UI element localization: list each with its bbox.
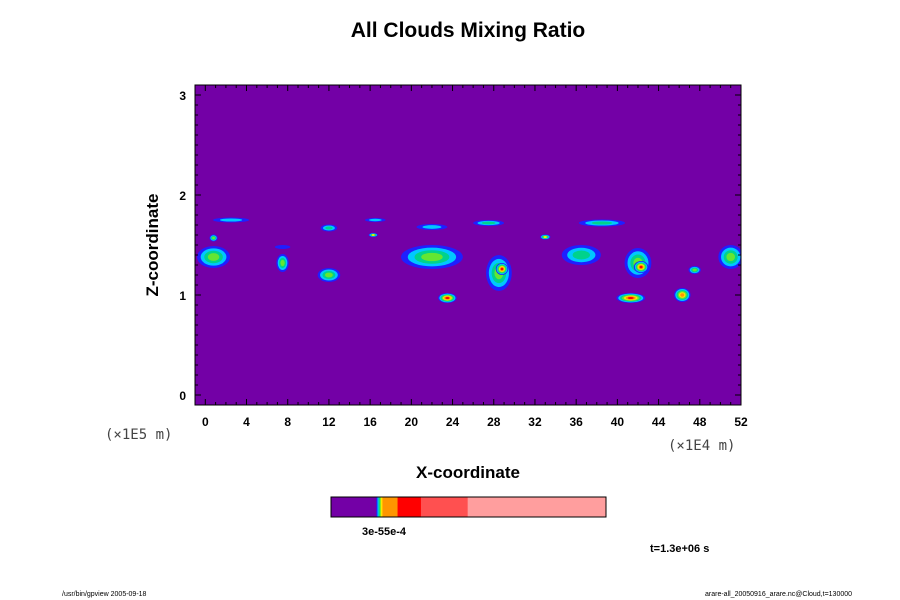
x-tick-label: 0 (202, 415, 209, 429)
y-tick-label: 2 (179, 189, 186, 203)
x-tick-label: 28 (487, 415, 501, 429)
cloud-contour-level-7 (627, 296, 634, 300)
cloud-7 (320, 224, 338, 232)
cloud-contour-level-1 (274, 245, 291, 249)
cloud-contour-level-3 (591, 221, 613, 225)
cloud-15 (473, 220, 505, 226)
cloud-contour-level-7 (500, 267, 504, 271)
cloud-12 (438, 293, 457, 303)
cloud-contour-level-2 (219, 218, 243, 222)
cloud-5 (274, 245, 291, 249)
cloud-contour-level-3 (572, 250, 591, 260)
y-tick-label: 1 (179, 289, 186, 303)
colorbar-label: 3e-55e-4 (362, 526, 407, 538)
cloud-16 (540, 234, 551, 240)
cloud-18 (578, 219, 626, 227)
x-tick-label: 40 (611, 415, 625, 429)
cloud-contour-level-5 (371, 234, 375, 236)
colorbar-segment (379, 497, 382, 517)
cloud-22 (674, 288, 691, 302)
x-tick-label: 36 (569, 415, 583, 429)
x-tick-label: 32 (528, 415, 542, 429)
colorbar-segment (377, 497, 379, 517)
cloud-field (197, 217, 741, 303)
x-tick-label: 48 (693, 415, 707, 429)
cloud-23 (688, 266, 701, 274)
plot-background (195, 85, 741, 405)
y-unit-label: (×1E5 m) (105, 427, 172, 443)
cloud-24 (718, 245, 741, 269)
cloud-contour-level-4 (212, 236, 215, 240)
cloud-4 (276, 254, 289, 272)
cloud-contour-level-4 (324, 272, 333, 278)
cloud-contour-level-4 (421, 252, 443, 262)
cloud-3 (213, 217, 250, 223)
cloud-contour-level-7 (445, 296, 450, 300)
x-tick-label: 52 (734, 415, 748, 429)
x-tick-label: 44 (652, 415, 666, 429)
cloud-contour-level-7 (639, 265, 643, 269)
cloud-21 (616, 293, 646, 303)
footer-right: arare-all_20050916_arare.nc@Cloud,t=1300… (705, 591, 852, 598)
cloud-contour-level-5 (543, 236, 547, 238)
cloud-11 (416, 224, 448, 230)
cloud-contour-level-3 (325, 226, 333, 230)
cloud-contour-level-4 (280, 259, 285, 267)
cloud-contour-level-3 (481, 221, 496, 225)
cloud-contour-level-4 (207, 253, 220, 261)
cloud-contour-level-4 (692, 268, 697, 272)
colorbar-segment (331, 497, 377, 517)
cloud-14 (495, 263, 509, 275)
x-unit-label: (×1E4 m) (668, 438, 735, 454)
cloud-2 (209, 234, 218, 242)
cloud-1 (197, 246, 231, 268)
colorbar-frame (330, 496, 607, 518)
colorbar-segment (380, 497, 383, 517)
x-tick-label: 12 (322, 415, 336, 429)
colorbar-segment (467, 497, 607, 517)
time-label: t=1.3e+06 s (650, 543, 709, 555)
x-tick-label: 20 (405, 415, 419, 429)
colorbar-segment (382, 497, 398, 517)
y-axis-label: Z-coordinate (143, 194, 162, 297)
cloud-contour-level-2 (368, 218, 382, 222)
colorbar (331, 497, 607, 517)
x-tick-label: 24 (446, 415, 460, 429)
cloud-20 (633, 261, 649, 273)
cloud-10 (401, 245, 463, 269)
y-tick-label: 0 (179, 389, 186, 403)
footer-left: /usr/bin/gpview 2005-09-18 (62, 591, 147, 598)
colorbar-segment (378, 497, 381, 517)
x-tick-label: 8 (284, 415, 291, 429)
chart-title: All Clouds Mixing Ratio (351, 19, 586, 42)
x-tick-label: 16 (363, 415, 377, 429)
colorbar-segment (420, 497, 469, 517)
cloud-9 (368, 233, 378, 237)
x-axis-label: X-coordinate (416, 463, 520, 482)
x-tick-label: 4 (243, 415, 250, 429)
cloud-8 (364, 218, 386, 222)
cloud-17 (561, 245, 601, 265)
cloud-contour-level-6 (680, 293, 685, 297)
cloud-6 (317, 268, 341, 282)
cloud-contour-level-4 (726, 252, 735, 262)
y-tick-label: 3 (179, 89, 186, 103)
cloud-contour-level-2 (422, 225, 442, 229)
colorbar-segment (376, 497, 378, 517)
colorbar-segment (397, 497, 422, 517)
